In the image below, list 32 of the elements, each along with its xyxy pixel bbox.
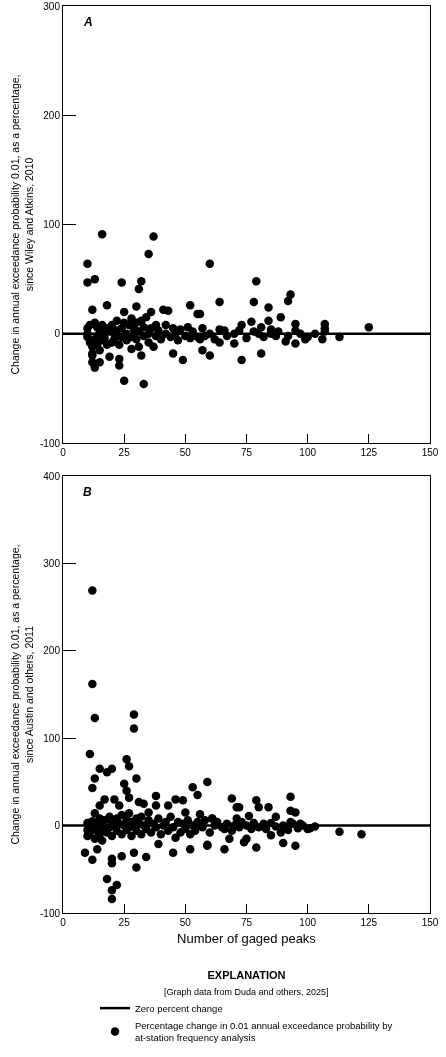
x-tick-label: 125 (360, 917, 378, 928)
y-tick-label: 0 (54, 820, 61, 832)
x-tick-label: 75 (240, 447, 253, 458)
y-tick-label: 0 (54, 328, 61, 340)
x-tick-label: 25 (118, 447, 131, 458)
legend-label: Percentage change in 0.01 annual exceedance probability by at-station frequency analysis (135, 1019, 393, 1044)
x-tick-label: 100 (299, 447, 317, 458)
y-tick-label: 200 (43, 109, 61, 121)
x-tick-label: 150 (421, 917, 439, 928)
y-axis-title: Change in annual exceedance probability 0.01, as a percentage, since Wiley and Atkins, 2010 (9, 74, 35, 375)
y-tick-label: 300 (43, 557, 61, 569)
x-tick-label: 50 (179, 917, 192, 928)
y-axis-title: Change in annual exceedance probability 0.01, as a percentage, since Austin and others, 2011 (9, 544, 35, 845)
x-tick-label: 25 (118, 917, 131, 928)
legend-title: EXPLANATION (207, 969, 286, 982)
x-tick-label: 75 (240, 917, 253, 928)
y-tick-label: 100 (43, 732, 61, 744)
y-tick-label: -100 (39, 437, 61, 449)
x-tick-label: 150 (421, 447, 439, 458)
annotation: A (83, 15, 93, 29)
annotation: B (83, 485, 92, 499)
x-axis-title: Number of gaged peaks (177, 930, 317, 946)
x-tick-label: 50 (179, 447, 192, 458)
y-tick-label: 300 (43, 0, 61, 12)
x-tick-label: 125 (360, 447, 378, 458)
legend-label: Zero percent change (135, 1002, 223, 1014)
y-tick-label: -100 (39, 907, 61, 919)
x-tick-label: 100 (299, 917, 317, 928)
y-tick-label: 100 (43, 219, 61, 230)
y-tick-label: 400 (43, 470, 61, 482)
text: [Graph data from Duda and others, 2025] (164, 987, 329, 997)
y-tick-label: 200 (43, 645, 61, 657)
